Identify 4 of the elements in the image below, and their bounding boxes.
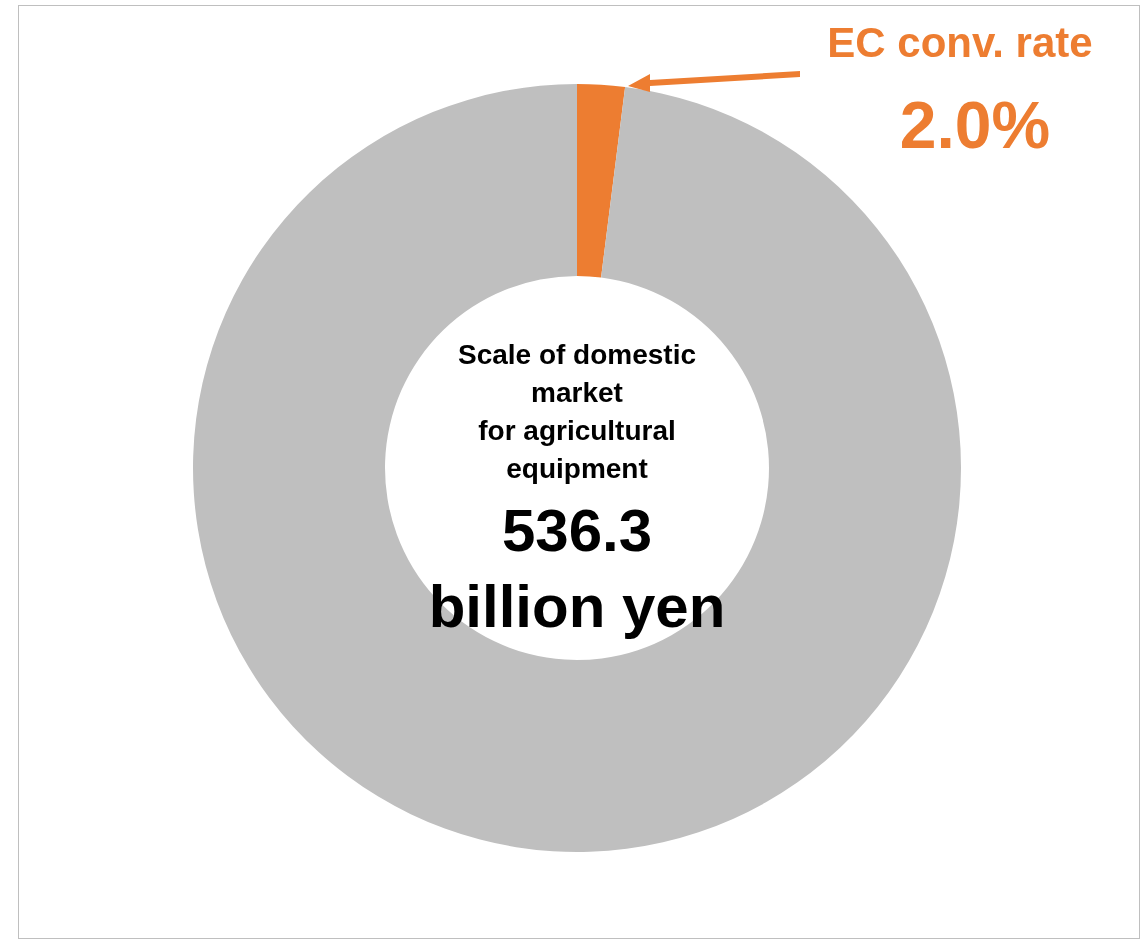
text: 536.3 billion yen xyxy=(428,496,726,640)
text: EC conv. rate xyxy=(827,18,1093,66)
text: 2.0% xyxy=(899,88,1051,163)
text: Scale of domestic market for agricultural equipment xyxy=(457,338,697,484)
